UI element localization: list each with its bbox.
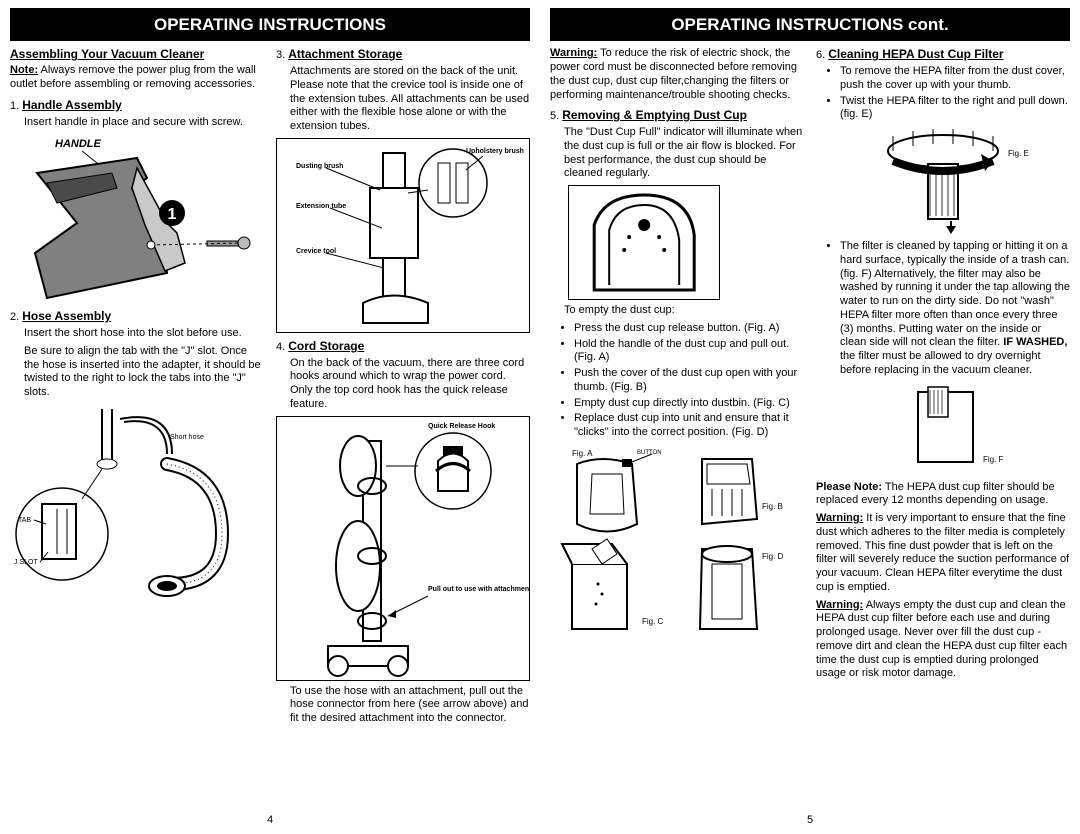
banner-right: OPERATING INSTRUCTIONS cont. [550, 8, 1070, 41]
heading-cord-storage: 4. Cord Storage [276, 339, 530, 355]
warning-2-text: It is very important to ensure that the … [816, 512, 1069, 593]
svg-text:Pull out to use with attachmen: Pull out to use with attachment [428, 586, 529, 593]
step-c: Push the cover of the dust cup open with… [574, 367, 804, 395]
dust-cup-lead: To empty the dust cup: [550, 304, 804, 318]
note-paragraph: Note: Always remove the power plug from … [10, 64, 264, 92]
figure-handle-assembly: HANDLE 1 [10, 133, 264, 303]
hepa-b3: The filter is cleaned by tapping or hitt… [840, 240, 1070, 378]
please-note: Please Note: The HEPA dust cup filter sh… [816, 481, 1070, 509]
svg-text:Fig. F: Fig. F [983, 455, 1004, 464]
p5-col1: Warning: To reduce the risk of electric … [550, 47, 804, 824]
note-label: Note: [10, 64, 38, 76]
svg-text:1: 1 [168, 206, 177, 223]
heading-assembling: Assembling Your Vacuum Cleaner [10, 47, 264, 62]
cord-storage-text: On the back of the vacuum, there are thr… [276, 357, 530, 412]
cord-storage-tail: To use the hose with an attachment, pull… [276, 685, 530, 726]
svg-text:Fig. B: Fig. B [762, 502, 783, 511]
p5-col2: 6. Cleaning HEPA Dust Cup Filter To remo… [816, 47, 1070, 824]
svg-text:J SLOT: J SLOT [14, 559, 38, 566]
p4-col2: 3. Attachment Storage Attachments are st… [276, 47, 530, 824]
svg-text:HANDLE: HANDLE [55, 138, 101, 150]
figure-attachment-storage: Dusting brush Upholstery brush Extension… [276, 138, 530, 333]
attachment-storage-text: Attachments are stored on the back of th… [276, 65, 530, 134]
dust-cup-intro: The "Dust Cup Full" indicator will illum… [550, 126, 804, 181]
svg-text:Dusting brush: Dusting brush [296, 163, 343, 170]
p4-col1: Assembling Your Vacuum Cleaner Note: Alw… [10, 47, 264, 824]
page-number-5: 5 [807, 814, 813, 828]
svg-text:Fig. A: Fig. A [572, 449, 593, 458]
warning-1-label: Warning: [550, 47, 597, 59]
figure-f: Fig. F [816, 382, 1070, 477]
figure-e: Fig. E [816, 126, 1070, 236]
heading-attachment-storage: 3. Attachment Storage [276, 47, 530, 63]
svg-text:TAB: TAB [18, 517, 31, 524]
note-text: Always remove the power plug from the wa… [10, 64, 256, 90]
dust-cup-steps: Press the dust cup release button. (Fig.… [550, 322, 804, 440]
step-e: Replace dust cup into unit and ensure th… [574, 412, 804, 440]
figure-cord-storage: Quick Release Hook [276, 416, 530, 681]
svg-text:Fig. C: Fig. C [642, 617, 664, 626]
page-5: OPERATING INSTRUCTIONS cont. Warning: To… [540, 0, 1080, 834]
step-b: Hold the handle of the dust cup and pull… [574, 338, 804, 366]
hepa-steps-1: To remove the HEPA filter from the dust … [816, 65, 1070, 122]
figure-dust-cup-abcd: Fig. A BUTTON Fig. B Fig. C [550, 444, 804, 644]
hose-text-2: Be sure to align the tab with the "J" sl… [10, 345, 264, 400]
warning-1: Warning: To reduce the risk of electric … [550, 47, 804, 102]
warning-2-label: Warning: [816, 512, 863, 524]
hepa-b2: Twist the HEPA filter to the right and p… [840, 95, 1070, 123]
hepa-b1: To remove the HEPA filter from the dust … [840, 65, 1070, 93]
banner-left: OPERATING INSTRUCTIONS [10, 8, 530, 41]
heading-hepa: 6. Cleaning HEPA Dust Cup Filter [816, 47, 1070, 63]
svg-text:Fig. D: Fig. D [762, 552, 784, 561]
hepa-steps-2: The filter is cleaned by tapping or hitt… [816, 240, 1070, 378]
figure-dust-cup-indicator [568, 185, 720, 300]
svg-text:Short hose: Short hose [170, 434, 204, 441]
hose-text-1: Insert the short hose into the slot befo… [10, 327, 264, 341]
heading-dust-cup: 5. Removing & Emptying Dust Cup [550, 108, 804, 124]
warning-3-label: Warning: [816, 599, 863, 611]
heading-hose-assembly: 2. Hose Assembly [10, 309, 264, 325]
figure-hose-assembly: TAB J SLOT Short hose [10, 404, 264, 599]
warning-2: Warning: It is very important to ensure … [816, 512, 1070, 595]
warning-3: Warning: Always empty the dust cup and c… [816, 599, 1070, 682]
svg-text:Extension tube: Extension tube [296, 203, 346, 210]
step-d: Empty dust cup directly into dustbin. (F… [574, 397, 804, 411]
svg-text:Upholstery brush: Upholstery brush [466, 148, 524, 155]
svg-text:Quick Release Hook: Quick Release Hook [428, 423, 495, 430]
page-spread: OPERATING INSTRUCTIONS Assembling Your V… [0, 0, 1080, 834]
page-4: OPERATING INSTRUCTIONS Assembling Your V… [0, 0, 540, 834]
handle-assembly-text: Insert handle in place and secure with s… [10, 116, 264, 130]
step-a: Press the dust cup release button. (Fig.… [574, 322, 804, 336]
please-note-label: Please Note: [816, 481, 882, 493]
svg-text:Fig. E: Fig. E [1008, 149, 1029, 158]
heading-handle-assembly: 1. Handle Assembly [10, 98, 264, 114]
page-number-4: 4 [267, 814, 273, 828]
